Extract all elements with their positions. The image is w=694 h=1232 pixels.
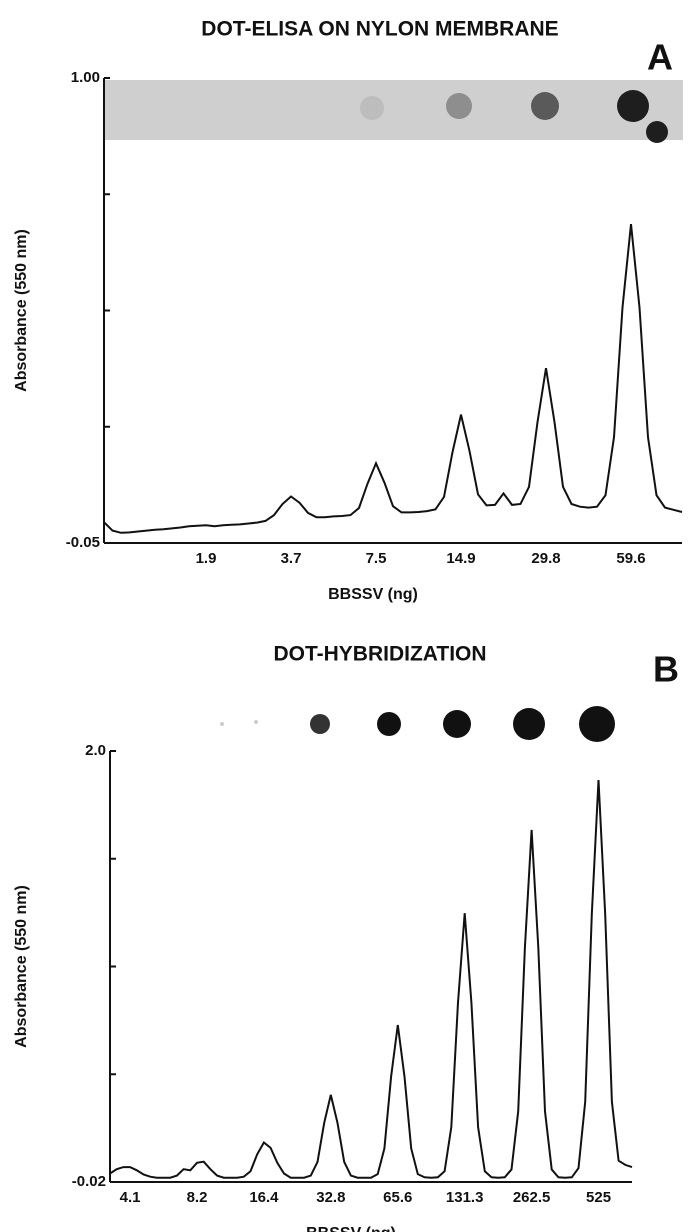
y-tick-label: -0.05 (66, 534, 100, 551)
x-axis-label: BBSSV (ng) (328, 586, 418, 603)
chart-title: DOT-ELISA ON NYLON MEMBRANE (201, 18, 558, 41)
trace (110, 780, 632, 1178)
chart-title: DOT-HYBRIDIZATION (273, 643, 486, 666)
y-axis-label: Absorbance (550 nm) (13, 229, 30, 392)
panel-label: A (647, 37, 673, 78)
membrane-strip (103, 80, 683, 140)
dot (446, 93, 472, 119)
x-tick-label: 262.5 (513, 1189, 551, 1206)
x-tick-label: 4.1 (120, 1189, 141, 1206)
x-tick-label: 8.2 (187, 1189, 208, 1206)
dot (220, 722, 224, 726)
x-tick-label: 3.7 (281, 550, 302, 567)
dot (646, 121, 668, 143)
x-tick-label: 131.3 (446, 1189, 484, 1206)
x-axis-label: BBSSV (ng) (306, 1225, 396, 1232)
x-tick-label: 32.8 (316, 1189, 345, 1206)
dot (360, 96, 384, 120)
x-tick-label: 14.9 (446, 550, 475, 567)
dot (254, 720, 258, 724)
y-tick-label: -0.02 (72, 1173, 106, 1190)
trace (104, 224, 682, 533)
dot (531, 92, 559, 120)
x-tick-label: 1.9 (196, 550, 217, 567)
y-tick-label: 1.00 (71, 69, 100, 86)
x-tick-label: 29.8 (531, 550, 560, 567)
dot (513, 708, 545, 740)
x-tick-label: 65.6 (383, 1189, 412, 1206)
dot (579, 706, 615, 742)
panel-label: B (653, 649, 679, 690)
figure: DOT-ELISA ON NYLON MEMBRANE A 1.00 -0.05 1.9… (0, 0, 694, 1232)
x-tick-label: 59.6 (616, 550, 645, 567)
y-axis-label: Absorbance (550 nm) (13, 885, 30, 1048)
x-tick-label: 16.4 (249, 1189, 279, 1206)
dot (310, 714, 330, 734)
x-tick-label: 7.5 (366, 550, 387, 567)
x-tick-label: 525 (586, 1189, 611, 1206)
dot (617, 90, 649, 122)
dot (377, 712, 401, 736)
dot (443, 710, 471, 738)
y-tick-label: 2.0 (85, 742, 106, 759)
